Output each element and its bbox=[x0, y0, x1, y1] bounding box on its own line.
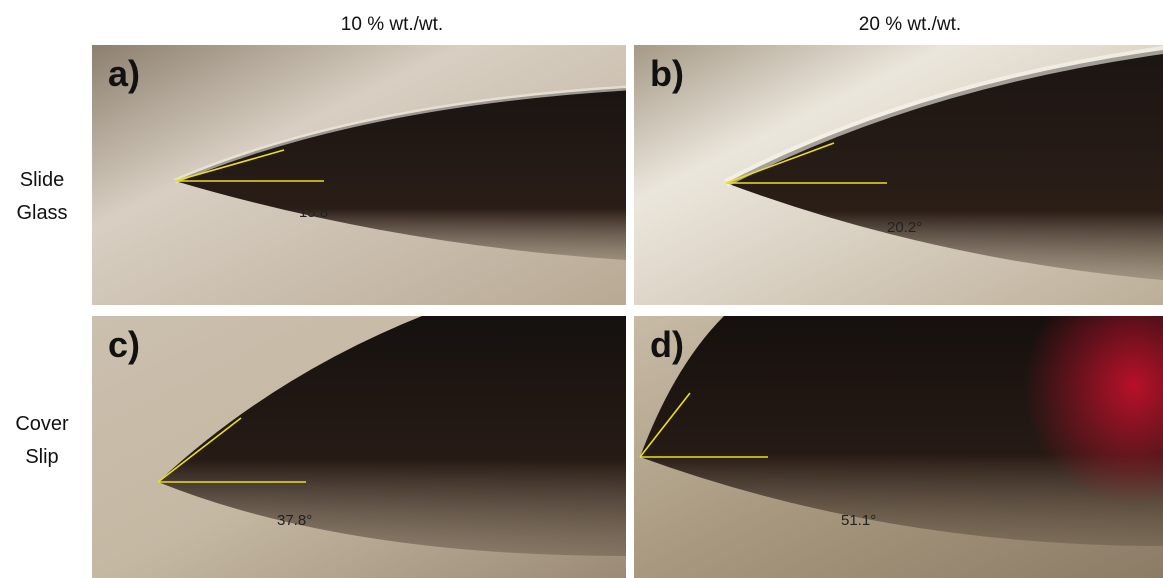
photo bbox=[634, 45, 1163, 305]
panel-label: c) bbox=[108, 324, 140, 366]
figure: {"column_headers": ["10 % wt./wt.", "20 … bbox=[0, 0, 1163, 578]
photo bbox=[92, 316, 626, 578]
row-label: Slide Glass bbox=[2, 164, 82, 230]
panel-label: d) bbox=[650, 324, 684, 366]
angle-value: 51.1° bbox=[841, 512, 876, 529]
photo-panel: d) 51.1° bbox=[634, 316, 1163, 578]
panel-label: b) bbox=[650, 53, 684, 95]
photo bbox=[92, 45, 626, 305]
column-header: 10 % wt./wt. bbox=[242, 14, 542, 36]
angle-value: 15.8° bbox=[299, 204, 334, 221]
angle-value: 20.2° bbox=[887, 219, 922, 236]
angle-value: 37.8° bbox=[277, 512, 312, 529]
row-label: Cover Slip bbox=[2, 408, 82, 474]
panel-label: a) bbox=[108, 53, 140, 95]
photo-panel: c) 37.8° bbox=[92, 316, 626, 578]
photo-panel: a) 15.8° bbox=[92, 45, 626, 305]
column-header: 20 % wt./wt. bbox=[760, 14, 1060, 36]
photo bbox=[634, 316, 1163, 578]
photo-panel: b) 20.2° bbox=[634, 45, 1163, 305]
